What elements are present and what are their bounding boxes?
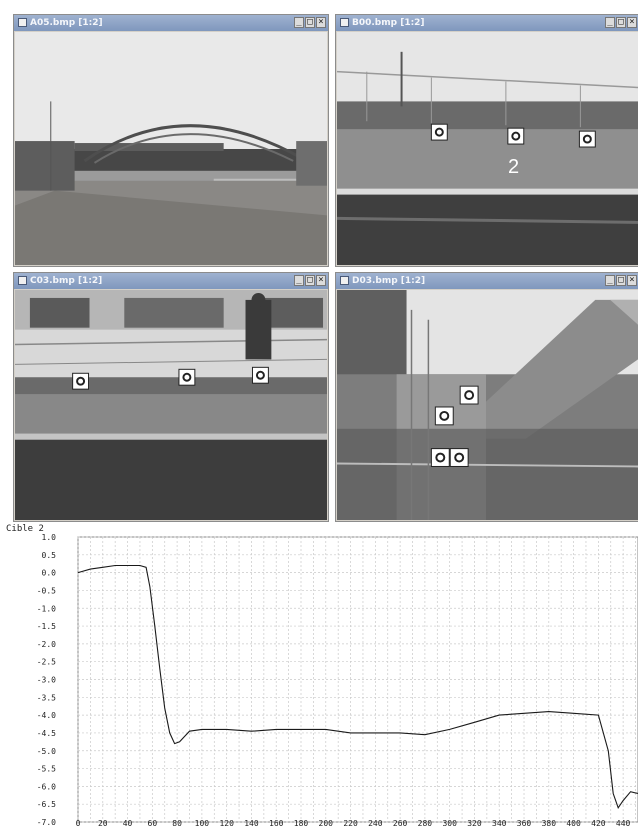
- displacement-chart: Cible 2 1.0 0.5 0.0 -0.5 -1.0 -1.5 -2.0 -2.5 -3.…: [0, 522, 638, 827]
- image-window-c03[interactable]: C03.bmp [1:2] _ □ ×: [13, 272, 329, 522]
- y-tick-label: -2.0: [37, 640, 56, 649]
- x-tick-label: 140: [244, 819, 259, 827]
- grid: [77, 536, 638, 823]
- title-bar-b00[interactable]: B00.bmp [1:2] _ □ ×: [336, 15, 638, 31]
- bridge-photo-d03: [337, 290, 638, 520]
- window-controls: _ □ ×: [293, 17, 326, 29]
- x-tick-label: 80: [172, 819, 182, 827]
- x-tick-label: 280: [418, 819, 433, 827]
- bitmap-file-icon: [340, 18, 349, 27]
- bridge-photo-a05: [15, 32, 327, 265]
- x-tick-label: 440: [616, 819, 631, 827]
- y-axis-ticks: 1.0 0.5 0.0 -0.5 -1.0 -1.5 -2.0 -2.5 -3.0 -3.5 -4.…: [37, 533, 56, 827]
- x-tick-label: 260: [393, 819, 408, 827]
- y-tick-label: -2.5: [37, 658, 56, 667]
- x-tick-label: 420: [591, 819, 606, 827]
- window-title: B00.bmp [1:2]: [352, 18, 425, 28]
- y-tick-label: 0.5: [42, 551, 57, 560]
- bridge-photo-b00: [337, 32, 638, 265]
- target-marker: [430, 123, 596, 148]
- maximize-button[interactable]: □: [305, 17, 315, 28]
- x-tick-label: 0: [76, 819, 81, 827]
- window-controls: _ □ ×: [604, 275, 637, 287]
- maximize-button[interactable]: □: [616, 275, 626, 286]
- close-button[interactable]: ×: [627, 17, 637, 28]
- x-tick-label: 220: [343, 819, 358, 827]
- minimize-button[interactable]: _: [294, 275, 304, 286]
- series-line: [77, 564, 638, 810]
- y-tick-label: -0.5: [37, 586, 56, 595]
- maximize-button[interactable]: □: [616, 17, 626, 28]
- maximize-button[interactable]: □: [305, 275, 315, 286]
- bitmap-file-icon: [18, 18, 27, 27]
- x-tick-label: 300: [442, 819, 457, 827]
- x-tick-label: 360: [517, 819, 532, 827]
- y-tick-label: -3.5: [37, 693, 56, 702]
- y-tick-label: 0.0: [42, 569, 57, 578]
- close-button[interactable]: ×: [316, 17, 326, 28]
- y-tick-label: -1.0: [37, 604, 56, 613]
- window-controls: _ □ ×: [604, 17, 637, 29]
- x-axis-ticks: 0 20 40 60 80 100 120 140 160 180 200 220 240 260 280 3…: [76, 819, 631, 827]
- target-label: 2: [508, 156, 520, 178]
- x-tick-label: 400: [566, 819, 581, 827]
- window-controls: _ □ ×: [293, 275, 326, 287]
- title-bar-a05[interactable]: A05.bmp [1:2] _ □ ×: [14, 15, 328, 31]
- y-tick-label: -5.0: [37, 747, 56, 756]
- x-tick-label: 100: [195, 819, 210, 827]
- x-tick-label: 160: [269, 819, 284, 827]
- y-tick-label: -4.5: [37, 729, 56, 738]
- x-tick-label: 240: [368, 819, 383, 827]
- minimize-button[interactable]: _: [605, 275, 615, 286]
- x-tick-label: 340: [492, 819, 507, 827]
- y-tick-label: -6.5: [37, 800, 56, 809]
- y-tick-label: -5.5: [37, 765, 56, 774]
- window-title: C03.bmp [1:2]: [30, 276, 103, 286]
- minimize-button[interactable]: _: [294, 17, 304, 28]
- window-title: D03.bmp [1:2]: [352, 276, 426, 286]
- y-tick-label: -3.0: [37, 676, 56, 685]
- title-bar-d03[interactable]: D03.bmp [1:2] _ □ ×: [336, 273, 638, 289]
- y-tick-label: -1.5: [37, 622, 56, 631]
- close-button[interactable]: ×: [627, 275, 637, 286]
- chart-title: Cible 2: [6, 524, 44, 534]
- title-bar-c03[interactable]: C03.bmp [1:2] _ □ ×: [14, 273, 328, 289]
- y-tick-label: -4.0: [37, 711, 56, 720]
- x-tick-label: 380: [542, 819, 557, 827]
- window-title: A05.bmp [1:2]: [30, 18, 103, 28]
- bitmap-file-icon: [340, 276, 349, 285]
- x-tick-label: 120: [219, 819, 234, 827]
- y-tick-label: 1.0: [42, 533, 57, 542]
- image-window-b00[interactable]: B00.bmp [1:2] _ □ × 2: [335, 14, 638, 267]
- x-tick-label: 20: [98, 819, 108, 827]
- bitmap-file-icon: [18, 276, 27, 285]
- y-tick-label: -7.0: [37, 818, 56, 827]
- image-window-a05[interactable]: A05.bmp [1:2] _ □ ×: [13, 14, 329, 267]
- x-tick-label: 60: [148, 819, 158, 827]
- y-tick-label: -6.0: [37, 782, 56, 791]
- x-tick-label: 320: [467, 819, 482, 827]
- x-tick-label: 180: [294, 819, 309, 827]
- x-tick-label: 40: [123, 819, 133, 827]
- bridge-photo-c03: [15, 290, 327, 520]
- chart-svg: Cible 2 1.0 0.5 0.0 -0.5 -1.0 -1.5 -2.0 -2.5 -3.…: [0, 522, 638, 827]
- x-tick-label: 200: [319, 819, 334, 827]
- close-button[interactable]: ×: [316, 275, 326, 286]
- image-window-d03[interactable]: D03.bmp [1:2] _ □ ×: [335, 272, 638, 522]
- minimize-button[interactable]: _: [605, 17, 615, 28]
